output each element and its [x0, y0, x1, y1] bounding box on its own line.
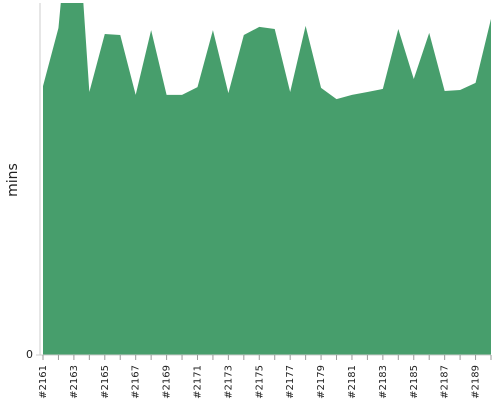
x-tick-label: #2187	[440, 365, 451, 399]
x-tick-label: #2173	[223, 365, 234, 399]
x-tick-label: #2189	[471, 365, 482, 399]
x-tick-label: #2181	[347, 365, 358, 399]
x-tick-label: #2169	[162, 365, 173, 399]
x-tick-label: #2177	[285, 365, 296, 399]
area	[43, 3, 491, 355]
x-tick-label: #2167	[131, 365, 142, 399]
x-tick-label: #2185	[409, 365, 420, 399]
x-tick-label: #2163	[69, 365, 80, 399]
x-tick-label: #2175	[254, 365, 265, 399]
x-tick-label: #2179	[316, 365, 327, 399]
y-axis-label: mins	[5, 163, 21, 197]
x-tick-label: #2161	[38, 365, 49, 399]
x-tick-label: #2171	[192, 365, 203, 399]
y-tick-label: 0	[26, 348, 33, 361]
x-tick-label: #2183	[378, 365, 389, 399]
x-tick-label: #2165	[100, 365, 111, 399]
